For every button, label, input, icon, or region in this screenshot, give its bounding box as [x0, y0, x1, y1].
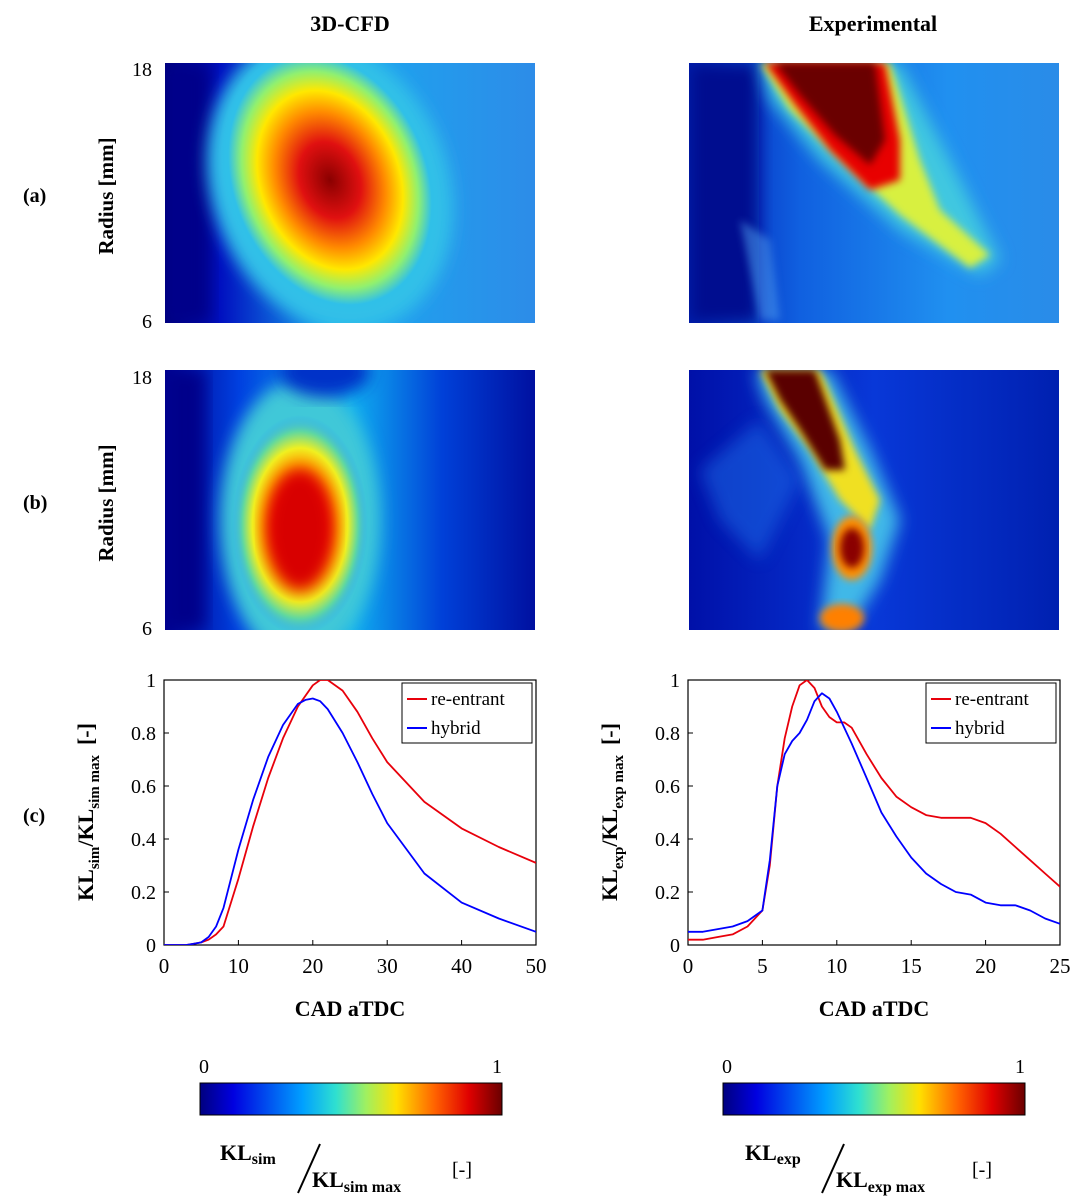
colorbar-exp-max: 1: [1015, 1056, 1025, 1078]
chart-cfd-ytick-label: 1: [146, 670, 156, 692]
svg-text:KLsim: KLsim: [220, 1140, 276, 1168]
row-label-b: (b): [23, 492, 47, 514]
legend-cfd-re-entrant: re-entrant: [431, 689, 506, 710]
column-title-cfd: 3D-CFD: [310, 11, 389, 36]
chart-experimental-xtick-label: 0: [683, 954, 694, 978]
chart-cfd-series-re-entrant: [164, 680, 536, 945]
chart-experimental-ytick-label: 0: [670, 935, 680, 957]
chart-cfd-ylabel: KLsim/KLsim max[-]: [73, 723, 103, 901]
colorbar-exp: 0 1 KLexp KLexp max [-]: [722, 1056, 1026, 1196]
chart-experimental-ylabel: KLexp/KLexp max[-]: [597, 723, 627, 901]
chart-cfd-xtick-label: 50: [526, 954, 547, 978]
chart-experimental-lines: [688, 680, 1060, 941]
chart-experimental-ytick-label: 1: [670, 670, 680, 692]
legend-exp-hybrid: hybrid: [955, 718, 1005, 739]
chart-cfd: 0 10 20 30 40 50 0 0.2 0.4 0.6 0.8 1 re-entrant hyb…: [73, 670, 547, 1021]
chart-cfd-ytick-label: 0.6: [131, 776, 156, 798]
chart-experimental: 0 5 10 15 20 25 0 0.2 0.4 0.6 0.8 1 re-entrant hybr…: [597, 670, 1071, 1021]
chart-experimental-ytick-label: 0.8: [655, 723, 680, 745]
chart-experimental-xtick-label: 10: [826, 954, 847, 978]
colorbar-exp-label: KLexp KLexp max [-]: [745, 1140, 992, 1196]
chart-cfd-xtick-label: 0: [159, 954, 170, 978]
chart-cfd-xtick-label: 40: [451, 954, 472, 978]
chart-experimental-xtick-label: 15: [901, 954, 922, 978]
colorbar-sim: 0 1 KLsim KLsim max [-]: [199, 1056, 503, 1196]
chart-cfd-xtick-label: 10: [228, 954, 249, 978]
colorbar-sim-max: 1: [492, 1056, 502, 1078]
chart-experimental-xtick-label: 20: [975, 954, 996, 978]
heatmap-ylabel-b: Radius [mm]: [94, 444, 118, 561]
heatmap-a-ytick-bottom: 6: [142, 311, 152, 333]
chart-cfd-ytick-label: 0: [146, 935, 156, 957]
svg-text:KLexp max: KLexp max: [836, 1167, 925, 1196]
chart-cfd-lines: [164, 680, 536, 945]
chart-experimental-ytick-label: 0.2: [655, 882, 680, 904]
chart-cfd-series-hybrid: [164, 697, 536, 945]
svg-text:[-]: [-]: [452, 1159, 472, 1181]
svg-text:KLexp: KLexp: [745, 1140, 801, 1168]
chart-experimental-legend: re-entrant hybrid: [925, 682, 1057, 744]
row-label-c: (c): [23, 805, 45, 827]
chart-experimental-ticks: 0 5 10 15 20 25 0 0.2 0.4 0.6 0.8 1: [655, 670, 1071, 978]
colorbar-exp-min: 0: [722, 1056, 732, 1078]
legend-cfd-hybrid: hybrid: [431, 718, 481, 739]
chart-experimental-series-hybrid: [688, 692, 1060, 933]
chart-cfd-xlabel: CAD aTDC: [295, 996, 406, 1021]
heatmap-a-ytick-top: 18: [132, 59, 152, 81]
heatmap-a-experimental: [689, 63, 1059, 323]
heatmap-b-ytick-top: 18: [132, 367, 152, 389]
chart-cfd-xtick-label: 20: [302, 954, 323, 978]
chart-experimental-ytick-label: 0.6: [655, 776, 680, 798]
svg-text:[-]: [-]: [972, 1159, 992, 1181]
colorbar-sim-label: KLsim KLsim max [-]: [220, 1140, 472, 1196]
chart-experimental-ytick-label: 0.4: [655, 829, 680, 851]
colorbar-exp-gradient: [722, 1082, 1026, 1116]
chart-cfd-ytick-label: 0.2: [131, 882, 156, 904]
chart-cfd-ytick-label: 0.8: [131, 723, 156, 745]
colorbar-sim-gradient: [199, 1082, 503, 1116]
chart-experimental-xtick-label: 5: [757, 954, 768, 978]
chart-cfd-xtick-label: 30: [377, 954, 398, 978]
row-label-a: (a): [23, 185, 46, 207]
chart-experimental-xlabel: CAD aTDC: [819, 996, 930, 1021]
heatmap-b-experimental: [689, 370, 1059, 630]
chart-cfd-ticks: 0 10 20 30 40 50 0 0.2 0.4 0.6 0.8 1: [131, 670, 547, 978]
colorbar-sim-min: 0: [199, 1056, 209, 1078]
chart-cfd-legend: re-entrant hybrid: [401, 682, 533, 744]
heatmap-ylabel-a: Radius [mm]: [94, 137, 118, 254]
heatmap-b-cfd: [165, 370, 535, 630]
svg-text:KLsim max: KLsim max: [312, 1167, 401, 1196]
heatmap-a-cfd: [165, 63, 535, 323]
chart-cfd-ytick-label: 0.4: [131, 829, 156, 851]
chart-experimental-xtick-label: 25: [1050, 954, 1071, 978]
heatmap-b-ytick-bottom: 6: [142, 618, 152, 640]
legend-exp-re-entrant: re-entrant: [955, 689, 1030, 710]
column-title-experimental: Experimental: [809, 11, 937, 36]
